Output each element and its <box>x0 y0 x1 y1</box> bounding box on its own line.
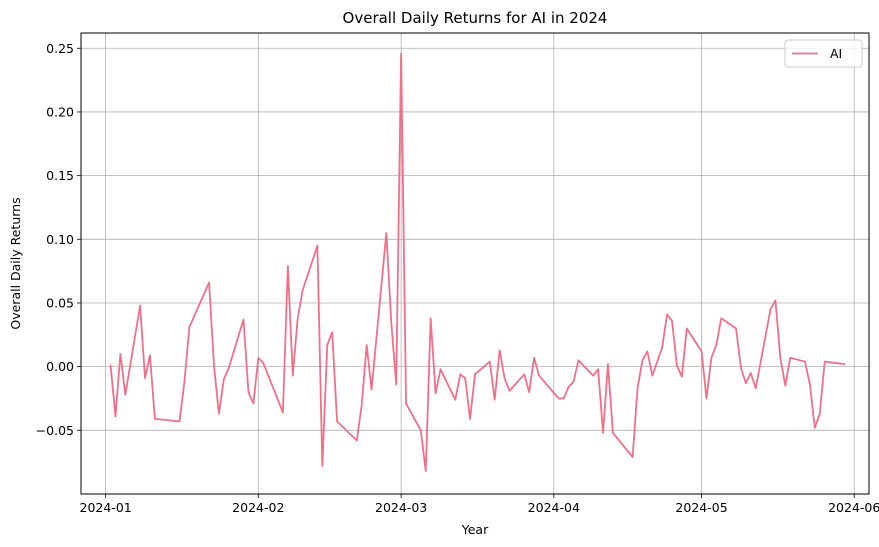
x-axis-label: Year <box>461 522 489 537</box>
y-tick-label: 0.05 <box>46 295 74 310</box>
x-tick-label: 2024-05 <box>675 500 727 515</box>
series-layer <box>109 52 846 472</box>
x-axis-ticks: 2024-01 2024-02 2024-03 2024-04 2024-05 2024-… <box>80 494 879 515</box>
y-tick-label: 0.10 <box>46 232 74 247</box>
x-tick-label: 2024-04 <box>528 500 580 515</box>
plot-frame <box>80 32 870 495</box>
series-line-ai <box>109 52 846 472</box>
x-tick-label: 2024-03 <box>375 500 427 515</box>
legend: AI <box>784 39 863 68</box>
y-tick-label: 0.20 <box>46 104 74 119</box>
y-axis-label: Overall Daily Returns <box>8 197 23 329</box>
x-tick-label: 2024-06 <box>828 500 879 515</box>
x-tick-label: 2024-01 <box>80 500 132 515</box>
y-axis-ticks: −0.05 0.00 0.05 0.10 0.15 0.20 0.25 <box>36 41 81 438</box>
y-tick-label: 0.15 <box>46 168 74 183</box>
legend-box <box>784 39 863 68</box>
y-tick-label: 0.25 <box>46 41 74 56</box>
legend-label-ai: AI <box>830 46 842 61</box>
chart-title: Overall Daily Returns for AI in 2024 <box>343 9 608 27</box>
x-tick-label: 2024-02 <box>232 500 284 515</box>
grid-lines <box>81 33 869 494</box>
y-tick-label: 0.00 <box>46 359 74 374</box>
y-tick-label: −0.05 <box>36 423 74 438</box>
